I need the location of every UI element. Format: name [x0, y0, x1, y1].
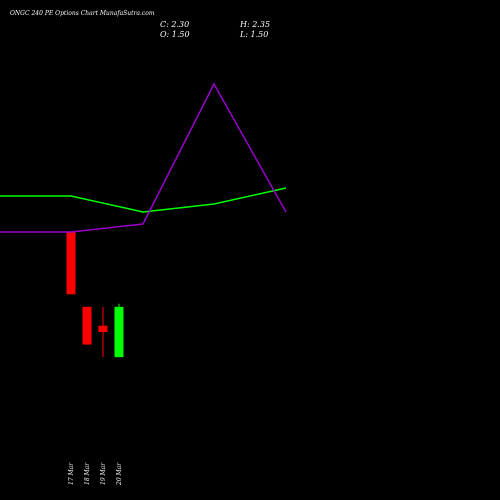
date-tick-label: 19 Mar [100, 462, 107, 485]
date-tick-label: 18 Mar [84, 462, 91, 485]
date-tick-label: 20 Mar [116, 462, 123, 486]
indicator-line [0, 187, 287, 213]
chart-title: ONGC 240 PE Options Chart MunafaSutra.co… [10, 10, 155, 17]
date-tick-label: 17 Mar [68, 462, 75, 485]
candle-body [66, 231, 76, 295]
close-readout: C: 2.30 [160, 20, 190, 29]
indicator-line [0, 82, 287, 233]
candle [114, 303, 124, 358]
candle-body [82, 306, 92, 345]
candle [66, 231, 76, 295]
candle [98, 306, 108, 358]
candle-body [98, 325, 108, 332]
high-readout: H: 2.35 [240, 20, 271, 29]
candle-body [114, 306, 124, 358]
open-readout: O: 1.50 [160, 30, 190, 39]
candle [82, 306, 92, 345]
low-readout: L: 1.50 [240, 30, 269, 39]
